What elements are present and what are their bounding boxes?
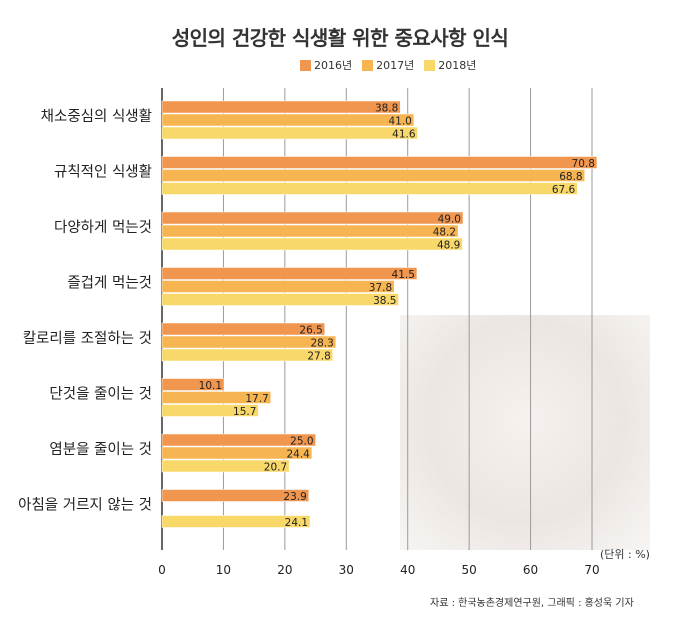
category-label: 즐겁게 먹는것 bbox=[67, 275, 152, 292]
bar bbox=[161, 224, 459, 238]
data-label: 48.9 bbox=[437, 240, 460, 252]
category-label: 채소중심의 식생활 bbox=[41, 108, 152, 125]
x-tick-label: 60 bbox=[523, 563, 538, 577]
data-label: 24.1 bbox=[285, 517, 308, 529]
woman-eating-salad-photo bbox=[400, 315, 650, 550]
unit-label: (단위 : %) bbox=[600, 548, 650, 561]
legend-swatch-2018 bbox=[424, 59, 436, 71]
bar bbox=[161, 391, 271, 404]
bar bbox=[161, 446, 313, 460]
bar bbox=[161, 156, 598, 169]
x-tick-label: 50 bbox=[462, 563, 477, 577]
legend-label-2017: 2017년 bbox=[376, 59, 415, 72]
bar bbox=[161, 267, 418, 280]
data-label: 37.8 bbox=[369, 282, 392, 294]
data-label: 27.8 bbox=[307, 351, 330, 363]
bar bbox=[161, 100, 401, 114]
data-label: 28.3 bbox=[310, 338, 333, 350]
category-label: 염분을 줄이는 것 bbox=[49, 441, 152, 458]
category-label: 칼로리를 조절하는 것 bbox=[23, 330, 152, 347]
data-label: 10.1 bbox=[199, 380, 222, 392]
data-label: 23.9 bbox=[283, 491, 306, 503]
bar bbox=[161, 322, 326, 336]
x-tick-label: 40 bbox=[400, 563, 415, 577]
data-label: 25.0 bbox=[290, 436, 313, 448]
x-tick-label: 20 bbox=[277, 563, 292, 577]
data-label: 70.8 bbox=[572, 158, 595, 170]
bar bbox=[161, 404, 259, 417]
legend-item-2017: 2017년 bbox=[362, 57, 414, 73]
bar bbox=[161, 169, 585, 182]
data-label: 15.7 bbox=[233, 406, 256, 418]
bar bbox=[161, 348, 334, 362]
data-label: 17.7 bbox=[245, 393, 268, 405]
data-label: 49.0 bbox=[438, 214, 461, 226]
bar bbox=[161, 433, 316, 447]
bar bbox=[161, 280, 395, 293]
category-label: 단것을 줄이는 것 bbox=[49, 386, 152, 403]
x-tick-label: 0 bbox=[158, 563, 166, 577]
bar bbox=[161, 293, 399, 306]
legend-item-2016: 2016년 bbox=[300, 57, 352, 73]
x-tick-label: 70 bbox=[584, 563, 599, 577]
legend-item-2018: 2018년 bbox=[424, 57, 476, 73]
bar bbox=[161, 515, 311, 528]
bar bbox=[161, 237, 463, 251]
x-tick-label: 30 bbox=[339, 563, 354, 577]
data-label: 68.8 bbox=[559, 171, 582, 183]
data-label: 48.2 bbox=[433, 227, 456, 239]
bar bbox=[161, 335, 337, 349]
data-label: 38.8 bbox=[375, 103, 398, 115]
legend-swatch-2017 bbox=[362, 59, 374, 71]
legend-label-2016: 2016년 bbox=[314, 59, 353, 72]
bar bbox=[161, 378, 225, 391]
category-label: 규칙적인 식생활 bbox=[54, 164, 152, 181]
bar bbox=[161, 126, 418, 140]
bar bbox=[161, 182, 578, 195]
data-label: 41.5 bbox=[392, 269, 415, 281]
data-label: 41.0 bbox=[388, 116, 411, 128]
x-tick-label: 10 bbox=[216, 563, 231, 577]
data-label: 38.5 bbox=[373, 295, 396, 307]
chart-title: 성인의 건강한 식생활 위한 중요사항 인식 bbox=[171, 26, 509, 50]
data-label: 20.7 bbox=[264, 462, 287, 474]
legend-swatch-2016 bbox=[300, 59, 311, 71]
legend: 2016년 2017년 2018년 bbox=[300, 57, 476, 73]
bar bbox=[161, 211, 464, 225]
category-label: 다양하게 먹는것 bbox=[54, 219, 152, 236]
source-credit: 자료 : 한국농촌경제연구원, 그래픽 : 홍성욱 기자 bbox=[430, 598, 634, 609]
bar bbox=[161, 459, 290, 473]
bar bbox=[161, 489, 310, 502]
legend-label-2018: 2018년 bbox=[438, 59, 477, 72]
data-label: 26.5 bbox=[299, 325, 322, 337]
category-label: 아침을 거르지 않는 것 bbox=[18, 497, 152, 514]
bar bbox=[161, 113, 415, 127]
data-label: 41.6 bbox=[392, 129, 416, 141]
data-label: 67.6 bbox=[552, 184, 576, 196]
data-label: 24.4 bbox=[286, 449, 310, 461]
